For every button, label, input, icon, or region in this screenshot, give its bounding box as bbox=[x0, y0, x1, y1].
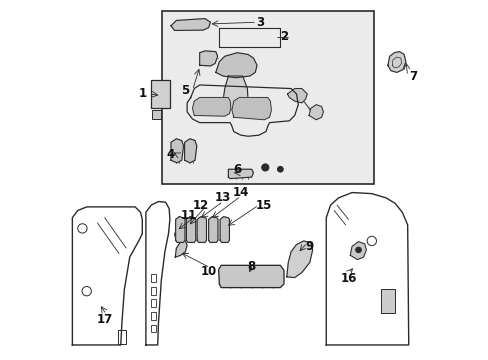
Polygon shape bbox=[186, 217, 195, 242]
Polygon shape bbox=[184, 139, 196, 163]
Polygon shape bbox=[286, 241, 312, 278]
Polygon shape bbox=[199, 51, 217, 66]
Bar bbox=[151, 312, 156, 320]
Text: 7: 7 bbox=[408, 69, 416, 82]
Text: 16: 16 bbox=[340, 272, 356, 285]
Circle shape bbox=[278, 168, 281, 171]
Bar bbox=[151, 300, 156, 307]
Polygon shape bbox=[215, 53, 257, 78]
Text: 4: 4 bbox=[166, 148, 175, 161]
Polygon shape bbox=[197, 217, 206, 242]
Text: 9: 9 bbox=[305, 240, 312, 253]
Polygon shape bbox=[175, 217, 184, 242]
Bar bbox=[118, 330, 126, 344]
Text: 5: 5 bbox=[181, 84, 189, 97]
Bar bbox=[380, 289, 394, 313]
Polygon shape bbox=[192, 98, 230, 116]
Bar bbox=[152, 110, 161, 119]
Circle shape bbox=[263, 166, 266, 169]
Bar bbox=[151, 287, 156, 295]
Polygon shape bbox=[171, 19, 210, 31]
Polygon shape bbox=[218, 265, 284, 288]
Bar bbox=[162, 12, 373, 184]
Text: 6: 6 bbox=[233, 163, 241, 176]
Text: 11: 11 bbox=[181, 210, 197, 222]
Polygon shape bbox=[231, 98, 271, 120]
Text: 13: 13 bbox=[214, 192, 231, 204]
Circle shape bbox=[261, 164, 268, 171]
Circle shape bbox=[277, 166, 283, 172]
Polygon shape bbox=[228, 169, 253, 179]
Bar bbox=[150, 80, 170, 108]
Polygon shape bbox=[387, 51, 405, 72]
Polygon shape bbox=[208, 217, 218, 242]
Text: 12: 12 bbox=[192, 199, 208, 212]
Polygon shape bbox=[220, 217, 229, 242]
Polygon shape bbox=[175, 241, 187, 257]
Polygon shape bbox=[223, 76, 247, 110]
Text: 1: 1 bbox=[138, 87, 146, 100]
Text: 15: 15 bbox=[256, 199, 272, 212]
Text: 2: 2 bbox=[279, 30, 287, 43]
Bar bbox=[151, 274, 156, 282]
Polygon shape bbox=[308, 105, 323, 120]
Text: 17: 17 bbox=[96, 313, 113, 327]
Text: 10: 10 bbox=[200, 265, 216, 278]
Circle shape bbox=[355, 247, 361, 253]
Polygon shape bbox=[287, 89, 306, 103]
Text: 14: 14 bbox=[232, 186, 248, 199]
Polygon shape bbox=[171, 139, 183, 163]
Text: 8: 8 bbox=[247, 260, 255, 273]
Polygon shape bbox=[349, 242, 366, 260]
Text: 3: 3 bbox=[256, 16, 264, 29]
Bar bbox=[151, 324, 156, 332]
